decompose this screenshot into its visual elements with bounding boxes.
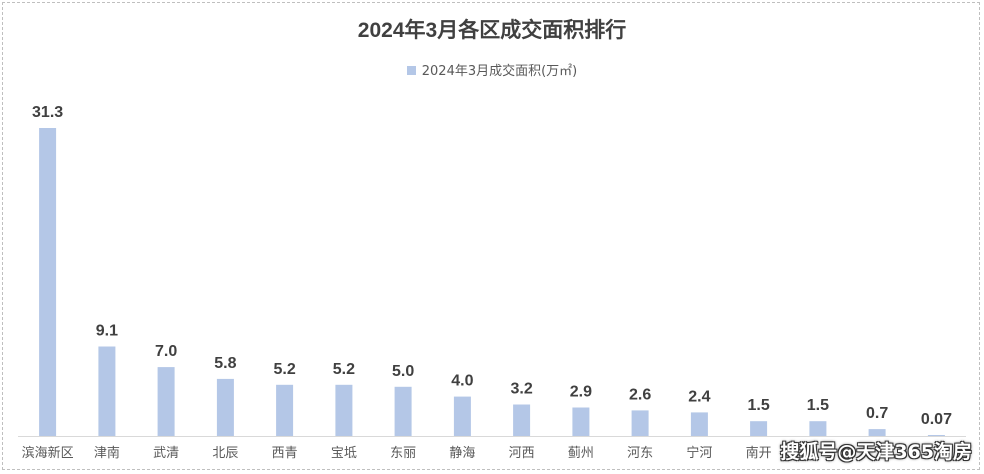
chart-legend: 2024年3月成交面积(万㎡) <box>0 60 984 79</box>
category-label: 静海 <box>449 446 475 461</box>
category-label: 武清 <box>153 446 179 461</box>
category-label: 西青 <box>272 446 298 461</box>
bar-宁河 <box>690 412 708 436</box>
data-label: 3.2 <box>510 381 532 398</box>
legend-swatch <box>406 66 416 75</box>
bar-东丽 <box>394 386 412 436</box>
bar-西青 <box>276 384 294 436</box>
data-label: 5.2 <box>273 361 295 378</box>
category-label: 东丽 <box>390 446 416 461</box>
bar-河西 <box>513 404 531 436</box>
data-label: 2.9 <box>570 384 592 401</box>
bar-武清 <box>157 367 175 436</box>
category-label: 滨海新区 <box>22 445 74 461</box>
category-label: 河东 <box>627 446 653 461</box>
category-label: 南开 <box>746 445 772 461</box>
bar-河东 <box>631 410 649 436</box>
category-label: 宁河 <box>686 445 712 461</box>
data-label: 4.0 <box>451 373 473 390</box>
data-label: 5.8 <box>214 355 236 372</box>
data-label: 7.0 <box>155 343 177 360</box>
data-label: 1.5 <box>747 397 769 414</box>
bar-北辰 <box>216 378 234 436</box>
bar-和平 <box>927 435 945 436</box>
category-label: 蓟州 <box>568 446 594 461</box>
bar-津南 <box>98 346 116 436</box>
bar-宝坻 <box>335 384 353 436</box>
category-label: 北辰 <box>212 446 238 461</box>
category-label: 河西 <box>509 446 535 461</box>
bar-河北 <box>868 429 886 436</box>
watermark: 搜狐号@天津365淘房 <box>780 441 972 463</box>
data-label: 2.4 <box>688 388 710 405</box>
data-label: 1.5 <box>807 397 829 414</box>
data-label: 0.07 <box>921 411 952 428</box>
bar-滨海新区 <box>39 128 57 436</box>
data-label: 31.3 <box>32 104 63 121</box>
bar-蓟州 <box>572 407 590 436</box>
data-label: 0.7 <box>866 405 888 422</box>
data-label: 5.0 <box>392 363 414 380</box>
category-label: 津南 <box>94 445 120 461</box>
chart-title: 2024年3月各区成交面积排行 <box>357 19 627 42</box>
bar-南开 <box>750 421 768 436</box>
data-label: 5.2 <box>333 361 355 378</box>
category-label: 宝坻 <box>331 445 357 461</box>
data-label: 9.1 <box>96 323 118 340</box>
bar-静海 <box>453 396 471 436</box>
legend-label: 2024年3月成交面积(万㎡) <box>421 64 578 79</box>
bar-红桥 <box>809 421 827 436</box>
data-label: 2.6 <box>629 386 651 403</box>
